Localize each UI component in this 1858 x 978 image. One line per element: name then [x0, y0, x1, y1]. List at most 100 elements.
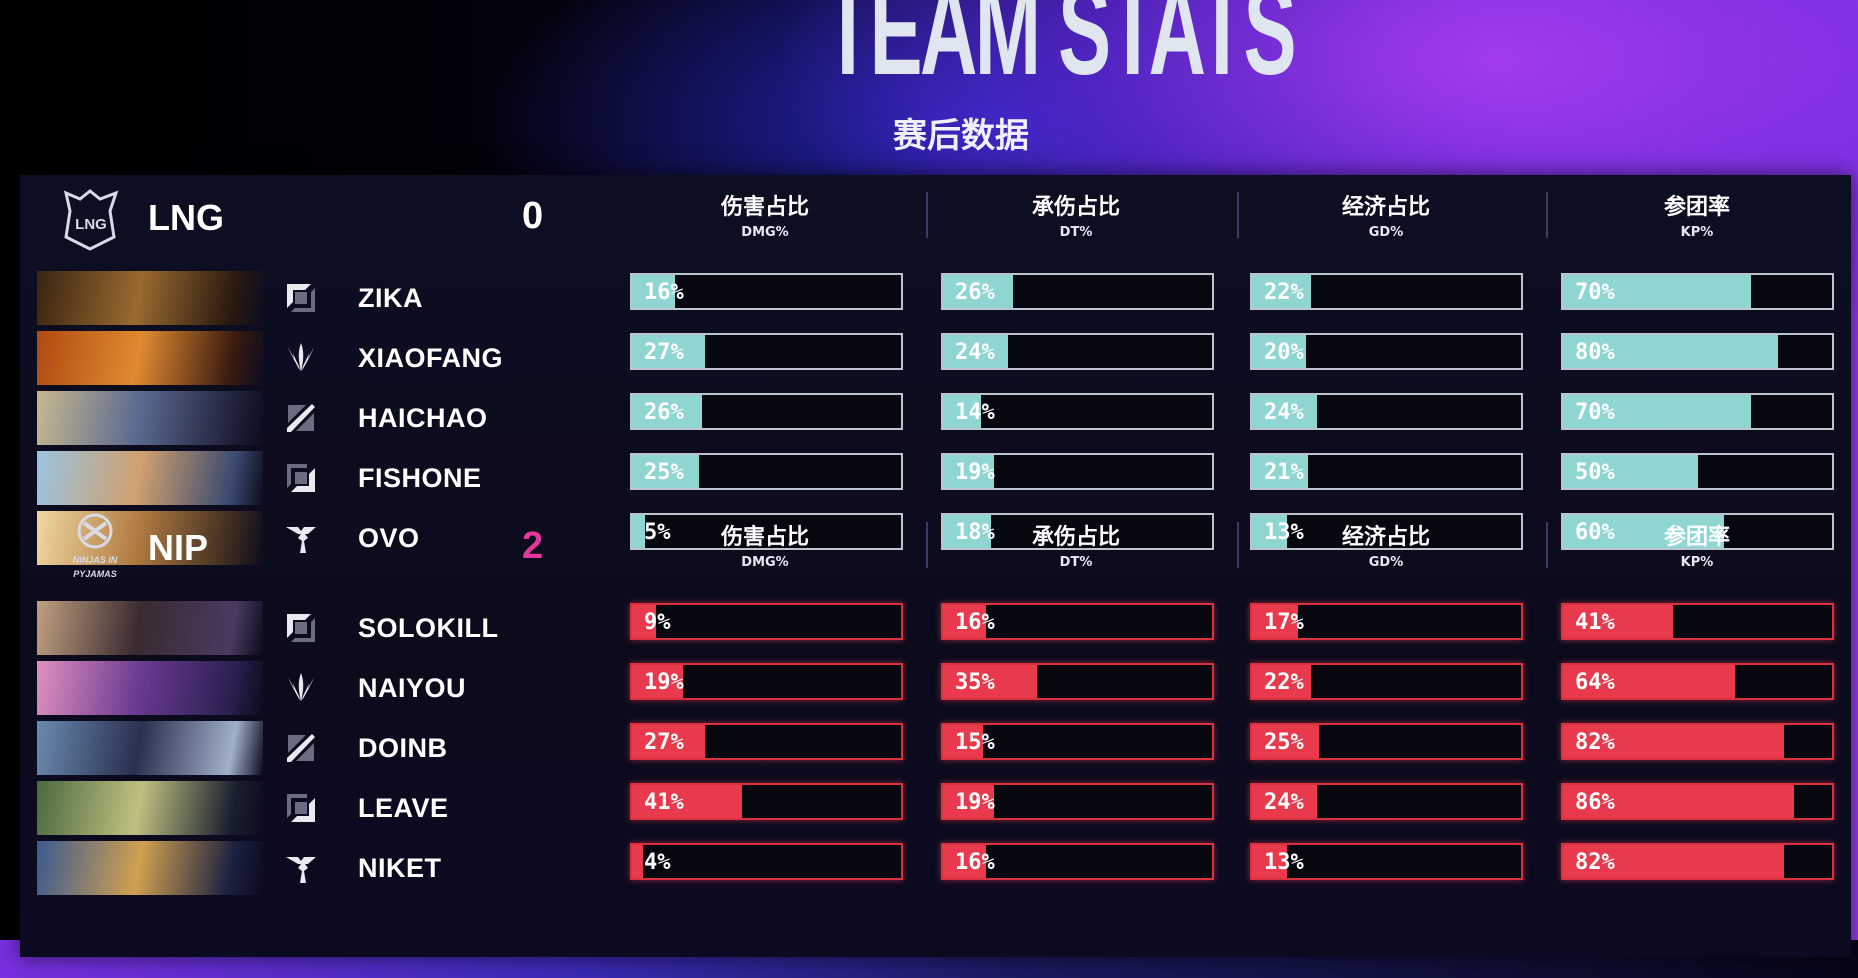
team-logo: NINJAS IN PYJAMAS	[62, 511, 128, 587]
stat-value: 27%	[644, 340, 684, 365]
stat-bar-fill	[1563, 725, 1784, 758]
stat-value: 27%	[644, 730, 684, 755]
player-name: HAICHAO	[358, 403, 488, 433]
stat-value: 24%	[1264, 400, 1304, 425]
champion-portrait	[37, 271, 263, 325]
column-title: 参团率	[1663, 195, 1730, 220]
stat-bar-fill	[943, 335, 1008, 368]
stat-bar: 21%	[1250, 453, 1523, 490]
champion-portrait	[37, 331, 263, 385]
stat-bar: 19%	[941, 783, 1214, 820]
player-name: LEAVE	[358, 793, 449, 823]
stat-value: 24%	[1264, 790, 1304, 815]
stat-bar-fill	[1252, 725, 1320, 758]
stat-bar: 22%	[1250, 273, 1523, 310]
stat-bar: 64%	[1561, 663, 1834, 700]
player-row: SOLOKILL 9% 16% 17% 41%	[20, 601, 1851, 657]
stat-value: 16%	[955, 610, 995, 635]
stat-value: 24%	[955, 340, 995, 365]
stat-bar: 24%	[1250, 393, 1523, 430]
stat-value: 19%	[644, 670, 684, 695]
stat-value: 17%	[1264, 610, 1304, 635]
stat-bar: 82%	[1561, 723, 1834, 760]
stat-bar-fill	[943, 605, 987, 638]
column-title: 经济占比	[1341, 525, 1430, 550]
stat-bar-fill	[632, 515, 646, 548]
player-name: NIKET	[358, 853, 442, 883]
stat-bar: 26%	[941, 273, 1214, 310]
stat-bar: 50%	[1561, 453, 1834, 490]
stat-bar-fill	[1563, 515, 1725, 548]
stat-value: 22%	[1264, 670, 1304, 695]
stat-bar: 18%	[941, 513, 1214, 550]
player-row: ZIKA 16% 26% 22% 70%	[20, 271, 1851, 327]
player-name: NAIYOU	[358, 673, 467, 703]
champion-portrait	[37, 451, 263, 505]
column-header: 经济占比 GD%	[1256, 519, 1516, 570]
stat-value: 82%	[1575, 730, 1615, 755]
column-subtitle: GD%	[1368, 225, 1404, 240]
stat-value: 35%	[955, 670, 995, 695]
stat-bar: 70%	[1561, 393, 1834, 430]
stat-bar-fill	[1252, 275, 1312, 308]
team-name: NIP	[148, 527, 209, 568]
team-score: 0	[522, 195, 544, 237]
stat-bar-fill	[1252, 395, 1317, 428]
stats-panel: LNG LNG 0 伤害占比 DMG% 承伤占比 DT% 经济占比 GD% 参团率 KP% ZIKA 1…	[20, 175, 1851, 957]
stat-value: 60%	[1575, 520, 1615, 545]
column-header: 参团率 KP%	[1567, 189, 1827, 240]
role-support-icon	[284, 521, 318, 555]
column-title: 经济占比	[1341, 195, 1430, 220]
stat-bar-fill	[943, 665, 1038, 698]
stat-value: 25%	[1264, 730, 1304, 755]
stat-value: 22%	[1264, 280, 1304, 305]
stat-bar-fill	[632, 395, 702, 428]
stat-bar-fill	[1252, 605, 1298, 638]
stat-value: 14%	[955, 400, 995, 425]
stat-bar-fill	[1563, 665, 1736, 698]
column-subtitle: KP%	[1680, 225, 1714, 240]
stat-value: 41%	[1575, 610, 1615, 635]
stat-bar: 41%	[630, 783, 903, 820]
champion-portrait	[37, 781, 263, 835]
stat-value: 80%	[1575, 340, 1615, 365]
column-header: 经济占比 GD%	[1256, 189, 1516, 240]
team-name: LNG	[148, 197, 224, 238]
role-mid-icon	[284, 401, 318, 435]
stat-value: 64%	[1575, 670, 1615, 695]
column-subtitle: DT%	[1059, 555, 1093, 570]
column-title: 承伤占比	[1031, 195, 1120, 220]
stat-bar-fill	[1563, 455, 1698, 488]
stat-bar-fill	[1563, 845, 1784, 878]
stat-value: 26%	[955, 280, 995, 305]
stat-bar-fill	[632, 605, 657, 638]
stat-value: 20%	[1264, 340, 1304, 365]
player-row: XIAOFANG 27% 24% 20% 80%	[20, 331, 1851, 387]
stat-value: 82%	[1575, 850, 1615, 875]
player-row: NIKET 4% 16% 13% 82%	[20, 841, 1851, 897]
stat-bar-fill	[943, 275, 1013, 308]
role-jungle-icon	[284, 341, 318, 375]
stat-value: 15%	[955, 730, 995, 755]
column-divider	[926, 192, 928, 238]
stat-bar-fill	[1563, 395, 1752, 428]
stat-bar: 27%	[630, 333, 903, 370]
stat-bar: 24%	[1250, 783, 1523, 820]
stat-value: 4%	[644, 850, 671, 875]
stat-bar-fill	[1563, 785, 1795, 818]
player-row: OVO 5% 18% 13% 60%	[20, 511, 1851, 567]
stat-bar-fill	[632, 335, 705, 368]
stat-value: 13%	[1264, 850, 1304, 875]
stat-bar-fill	[1563, 605, 1674, 638]
column-divider	[1546, 192, 1548, 238]
player-row: FISHONE 25% 19% 21% 50%	[20, 451, 1851, 507]
team-section-lng: LNG LNG 0 伤害占比 DMG% 承伤占比 DT% 经济占比 GD% 参团率 KP% ZIKA 1…	[20, 175, 1851, 565]
stat-bar: 20%	[1250, 333, 1523, 370]
player-name: SOLOKILL	[358, 613, 499, 643]
stat-bar-fill	[1563, 275, 1752, 308]
column-divider	[926, 522, 928, 568]
stat-bar-fill	[943, 395, 981, 428]
stat-bar: 25%	[1250, 723, 1523, 760]
column-title: 承伤占比	[1031, 525, 1120, 550]
stat-bar: 25%	[630, 453, 903, 490]
